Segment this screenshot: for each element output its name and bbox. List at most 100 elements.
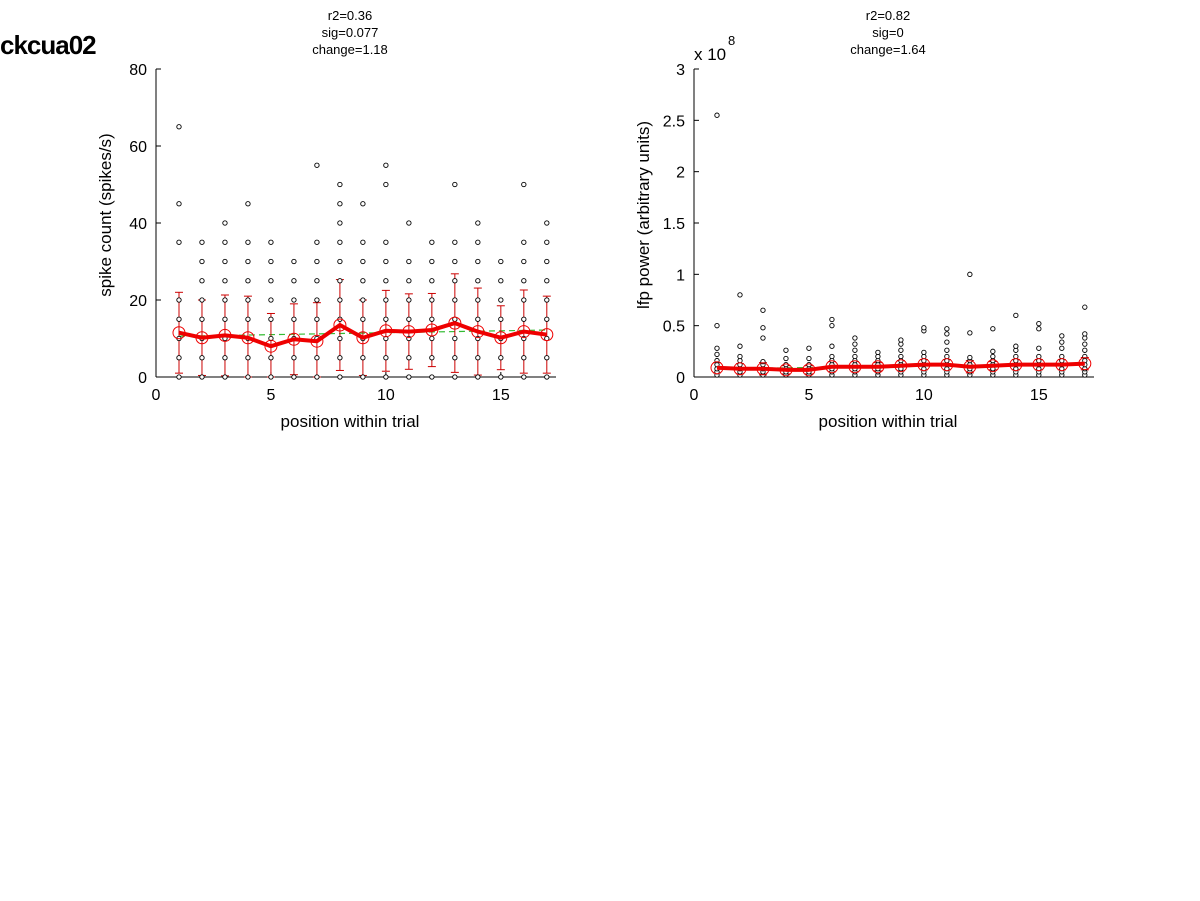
- trial-data-point: [291, 355, 297, 361]
- trial-data-point: [452, 258, 458, 265]
- mean-marker: [986, 359, 1000, 373]
- mean-marker: [172, 326, 186, 340]
- trial-data-point: [383, 355, 389, 361]
- trial-data-point: [852, 341, 858, 347]
- trial-data-point: [875, 349, 881, 356]
- trial-data-point: [521, 374, 527, 380]
- y-tick-label: 0: [676, 370, 685, 387]
- chart-title-line: change=1.18: [312, 42, 388, 57]
- trial-data-point: [199, 239, 205, 245]
- trial-data-point: [544, 355, 550, 361]
- trial-data-point: [406, 220, 412, 226]
- trial-data-point: [245, 201, 251, 207]
- y-tick-label: 20: [129, 293, 147, 310]
- trial-data-point: [314, 355, 320, 361]
- trial-data-point: [406, 374, 412, 380]
- trial-data-point: [429, 355, 435, 361]
- trial-data-point: [1082, 347, 1088, 353]
- trial-data-point: [714, 112, 720, 118]
- trial-data-point: [829, 343, 835, 349]
- trial-data-point: [990, 348, 996, 354]
- trial-data-point: [337, 220, 343, 226]
- trial-data-point: [337, 297, 343, 303]
- mean-marker: [779, 363, 793, 377]
- trial-data-point: [314, 316, 320, 322]
- mean-marker: [1078, 357, 1092, 371]
- chart-title-line: r2=0.82: [866, 8, 910, 23]
- trial-data-point: [337, 181, 343, 188]
- x-tick-label: 0: [690, 387, 699, 404]
- trial-data-point: [944, 347, 950, 353]
- trial-data-point: [521, 258, 527, 265]
- trial-data-point: [383, 239, 389, 245]
- trial-data-point: [1059, 345, 1065, 351]
- trial-data-point: [1036, 326, 1042, 332]
- trial-data-point: [268, 278, 274, 284]
- trial-data-point: [521, 181, 527, 188]
- y-tick-label: 1: [676, 267, 685, 284]
- trial-data-point: [544, 220, 550, 226]
- trial-data-point: [944, 339, 950, 345]
- mean-marker: [1055, 358, 1069, 372]
- trial-data-point: [429, 258, 435, 265]
- chart-title-line: change=1.64: [850, 42, 926, 57]
- trial-data-point: [245, 355, 251, 361]
- trial-data-point: [383, 297, 389, 303]
- trial-data-point: [1059, 339, 1065, 345]
- trial-data-point: [475, 297, 481, 303]
- trial-data-point: [360, 355, 366, 361]
- trial-data-point: [475, 278, 481, 284]
- y-axis-label: lfp power (arbitrary units): [634, 121, 653, 309]
- trial-data-point: [291, 316, 297, 322]
- trial-data-point: [429, 239, 435, 245]
- trial-data-point: [268, 355, 274, 361]
- trial-data-point: [383, 316, 389, 322]
- trial-data-point: [199, 297, 205, 303]
- trial-data-point: [737, 343, 743, 349]
- trial-data-point: [314, 297, 320, 303]
- trial-data-point: [245, 297, 251, 303]
- y-tick-label: 40: [129, 216, 147, 233]
- trial-data-point: [714, 323, 720, 329]
- trial-data-point: [360, 258, 366, 265]
- trial-data-point: [176, 316, 182, 322]
- trial-data-point: [268, 316, 274, 322]
- trial-data-point: [452, 335, 458, 342]
- trial-data-point: [337, 239, 343, 245]
- mean-marker: [940, 358, 954, 372]
- trial-data-point: [199, 316, 205, 322]
- mean-marker: [333, 318, 347, 332]
- trial-data-point: [1013, 343, 1019, 349]
- mean-marker: [356, 331, 370, 345]
- mean-marker: [471, 325, 485, 339]
- y-tick-label: 0: [138, 370, 147, 387]
- trial-data-point: [268, 374, 274, 380]
- trial-data-point: [176, 239, 182, 245]
- trial-data-point: [337, 335, 343, 342]
- mean-marker: [517, 325, 531, 339]
- trial-data-point: [829, 353, 835, 360]
- trial-data-point: [406, 297, 412, 303]
- mean-line: [178, 321, 548, 349]
- trial-data-point: [222, 220, 228, 226]
- mean-marker: [264, 339, 278, 353]
- trial-data-point: [199, 258, 205, 265]
- trial-data-point: [176, 355, 182, 361]
- trial-data-point: [199, 278, 205, 284]
- trial-data-point: [944, 331, 950, 337]
- trial-data-point: [222, 258, 228, 265]
- trial-data-point: [714, 345, 720, 351]
- y-tick-label: 0.5: [663, 319, 685, 336]
- mean-marker: [379, 324, 393, 338]
- trial-data-point: [222, 374, 228, 380]
- trial-data-point: [760, 307, 766, 313]
- trial-data-point: [360, 297, 366, 303]
- trial-data-point: [452, 355, 458, 361]
- trial-data-point: [291, 297, 297, 303]
- trial-data-point: [737, 353, 743, 360]
- mean-marker: [756, 362, 770, 376]
- trial-data-point: [544, 316, 550, 322]
- x-tick-label: 10: [377, 387, 395, 404]
- trial-data-point: [544, 297, 550, 303]
- trial-data-point: [452, 181, 458, 188]
